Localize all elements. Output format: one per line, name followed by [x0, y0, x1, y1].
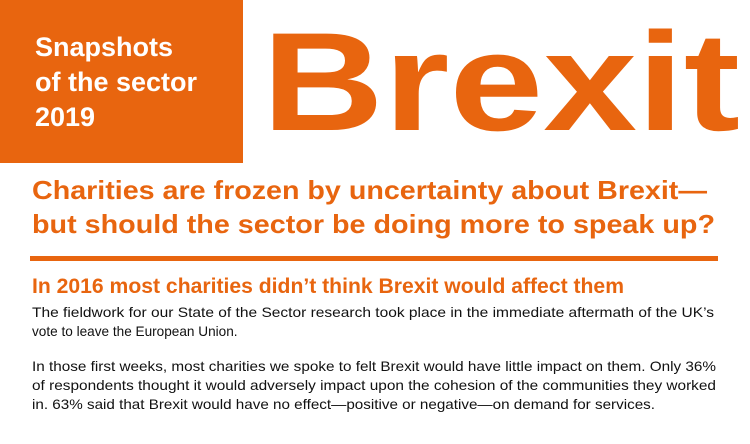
paragraph-line: in. 63% said that Brexit would have no e…	[32, 397, 655, 412]
paragraph-line: The fieldwork for our State of the Secto…	[32, 305, 714, 320]
badge-line: Snapshots	[35, 32, 173, 62]
divider	[30, 256, 718, 261]
badge-line: 2019	[35, 102, 95, 132]
paragraph-line: vote to leave the European Union.	[32, 324, 238, 339]
subtitle-line: but should the sector be doing more to s…	[32, 209, 715, 239]
subtitle-line: Charities are frozen by uncertainty abou…	[32, 175, 707, 205]
page-title: Brexit	[262, 3, 740, 160]
paragraph-line: In those first weeks, most charities we …	[32, 359, 716, 374]
badge-line: of the sector	[35, 67, 198, 97]
section-heading: In 2016 most charities didn’t think Brex…	[32, 275, 624, 298]
paragraph-line: of respondents thought it would adversel…	[32, 378, 716, 393]
badge-box	[0, 0, 243, 163]
